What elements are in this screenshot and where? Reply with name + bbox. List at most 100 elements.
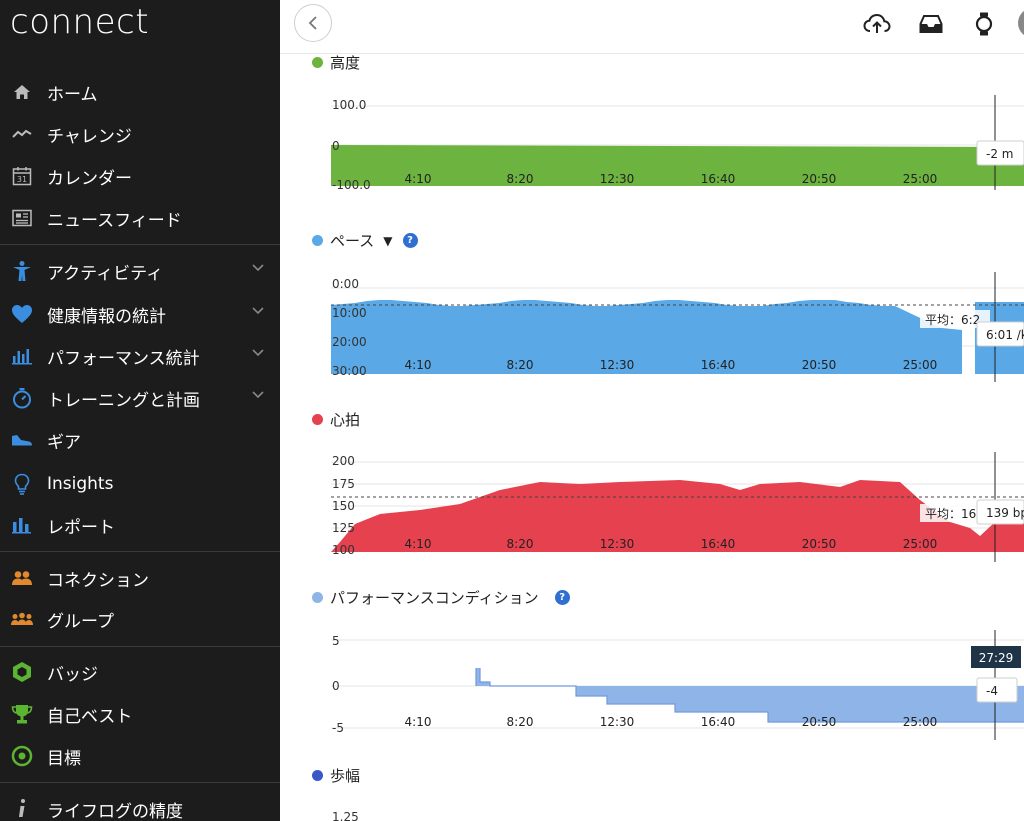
sidebar-item-training[interactable]: トレーニングと計画 (0, 378, 280, 418)
stride-chart[interactable]: 1.25 (280, 806, 1024, 821)
sidebar-item-label: カレンダー (47, 168, 132, 189)
performance-condition-chart[interactable]: 5 0 -5 4:10 8:20 12:30 16:40 20:50 25:00 27:29 -4 (280, 630, 1024, 740)
sidebar-item-insights[interactable]: Insights (0, 464, 280, 504)
y-tick-label: 20:00 (332, 335, 367, 349)
sidebar-item-lifelog-accuracy[interactable]: ライフログの精度 (0, 789, 280, 821)
sidebar-item-connections[interactable]: コネクション (0, 558, 280, 598)
x-tick-label: 20:50 (802, 172, 837, 186)
sidebar-item-groups[interactable]: グループ (0, 599, 280, 639)
y-tick-label: -100.0 (332, 178, 371, 192)
avatar[interactable] (1018, 8, 1024, 38)
main-content: 高度 100.0 0 -100.0 4:10 8:20 12:30 16:40 20:50 25… (280, 0, 1024, 821)
x-tick-label: 4:10 (405, 537, 432, 551)
pace-chart[interactable]: 0:00 10:00 20:00 30:00 4:10 8:20 12:30 16:40 20:… (280, 272, 1024, 382)
elevation-legend-dot (312, 57, 323, 68)
performance-condition-tooltip: -4 (986, 684, 998, 698)
watch-icon (975, 12, 993, 36)
performance-condition-legend-dot (312, 592, 323, 603)
x-tick-label: 12:30 (600, 172, 635, 186)
inbox-icon (919, 15, 943, 33)
help-icon[interactable]: ? (554, 590, 570, 605)
y-tick-label: 0 (332, 139, 340, 153)
help-icon[interactable]: ? (402, 233, 418, 248)
sidebar-item-goals[interactable]: 目標 (0, 736, 280, 776)
x-tick-label: 8:20 (507, 715, 534, 729)
challenge-icon (11, 123, 33, 145)
heart-rate-section-title: 心拍 (312, 409, 360, 430)
x-tick-label: 20:50 (802, 537, 837, 551)
sidebar-divider (0, 551, 280, 552)
top-bar (280, 0, 1024, 54)
sidebar-divider (0, 782, 280, 783)
y-tick-label: 200 (332, 454, 355, 468)
pace-dropdown-toggle[interactable]: ▼ (383, 233, 393, 248)
elevation-tooltip: -2 m (986, 147, 1013, 161)
elevation-title: 高度 (330, 54, 361, 72)
x-tick-label: 20:50 (802, 358, 837, 372)
pace-tooltip: 6:01 /k (986, 328, 1024, 342)
sidebar-item-health-stats[interactable]: 健康情報の統計 (0, 294, 280, 334)
y-tick-label: 150 (332, 499, 355, 513)
chevron-down-icon (252, 349, 264, 357)
sidebar-item-challenges[interactable]: チャレンジ (0, 114, 280, 154)
sidebar-divider (0, 646, 280, 647)
shoe-icon (11, 429, 33, 451)
inbox-button[interactable] (917, 10, 945, 38)
info-icon (11, 798, 33, 820)
sidebar-item-label: グループ (47, 611, 114, 632)
back-icon (308, 16, 317, 30)
heart-rate-tooltip-box (976, 499, 1024, 525)
sidebar-item-badges[interactable]: バッジ (0, 652, 280, 692)
pace-average-label-bg (920, 310, 990, 328)
performance-condition-tooltip-box (976, 677, 1018, 703)
stride-legend-dot (312, 770, 323, 781)
stopwatch-icon (11, 387, 33, 409)
sidebar-item-gear[interactable]: ギア (0, 420, 280, 460)
sidebar-item-newsfeed[interactable]: ニュースフィード (0, 198, 280, 238)
back-button[interactable] (294, 4, 332, 42)
y-tick-label: 125 (332, 521, 355, 535)
x-tick-label: 4:10 (405, 358, 432, 372)
heart-rate-area (331, 480, 1024, 552)
heart-rate-title: 心拍 (330, 411, 361, 429)
x-tick-label: 4:10 (405, 172, 432, 186)
sidebar-item-label: 目標 (47, 748, 81, 769)
sidebar-item-label: レポート (47, 517, 115, 538)
x-tick-label: 8:20 (507, 172, 534, 186)
connections-icon (11, 567, 33, 589)
pace-section-title: ペース ▼ ? (312, 230, 418, 251)
upload-button[interactable] (863, 10, 891, 38)
sidebar-item-label: コネクション (47, 570, 149, 591)
groups-icon (11, 608, 33, 630)
y-tick-label: 100.0 (332, 98, 366, 112)
chevron-down-icon (252, 391, 264, 399)
sidebar-item-label: トレーニングと計画 (47, 390, 200, 411)
sidebar-item-activities[interactable]: アクティビティ (0, 251, 280, 291)
sidebar-item-label: ギア (47, 432, 81, 453)
device-button[interactable] (970, 10, 998, 38)
x-tick-label: 25:00 (903, 715, 938, 729)
x-tick-label: 16:40 (701, 715, 736, 729)
sidebar-item-personal-records[interactable]: 自己ベスト (0, 694, 280, 734)
heart-rate-tooltip: 139 bp (986, 506, 1024, 520)
sidebar-item-reports[interactable]: レポート (0, 505, 280, 545)
elevation-chart[interactable]: 100.0 0 -100.0 4:10 8:20 12:30 16:40 20:50 25:00… (280, 95, 1024, 195)
performance-condition-section-title: パフォーマンスコンディション ? (312, 587, 570, 608)
heart-icon (11, 303, 33, 325)
x-tick-label: 12:30 (600, 715, 635, 729)
x-tick-label: 25:00 (903, 172, 938, 186)
sidebar-item-performance-stats[interactable]: パフォーマンス統計 (0, 336, 280, 376)
report-icon (11, 514, 33, 536)
lightbulb-icon (11, 473, 33, 495)
sidebar-item-label: ホーム (47, 84, 98, 105)
connect-logo[interactable]: connect (10, 2, 150, 42)
sidebar-item-calendar[interactable]: 31 カレンダー (0, 156, 280, 196)
x-tick-label: 8:20 (507, 537, 534, 551)
heart-rate-chart[interactable]: 200 175 150 125 100 4:10 8:20 12:30 16:40 20:50 25… (280, 452, 1024, 562)
heart-rate-legend-dot (312, 414, 323, 425)
calendar-icon: 31 (11, 165, 33, 187)
pace-area (331, 300, 962, 374)
sidebar-item-home[interactable]: ホーム (0, 72, 280, 112)
y-tick-label: 10:00 (332, 306, 367, 320)
